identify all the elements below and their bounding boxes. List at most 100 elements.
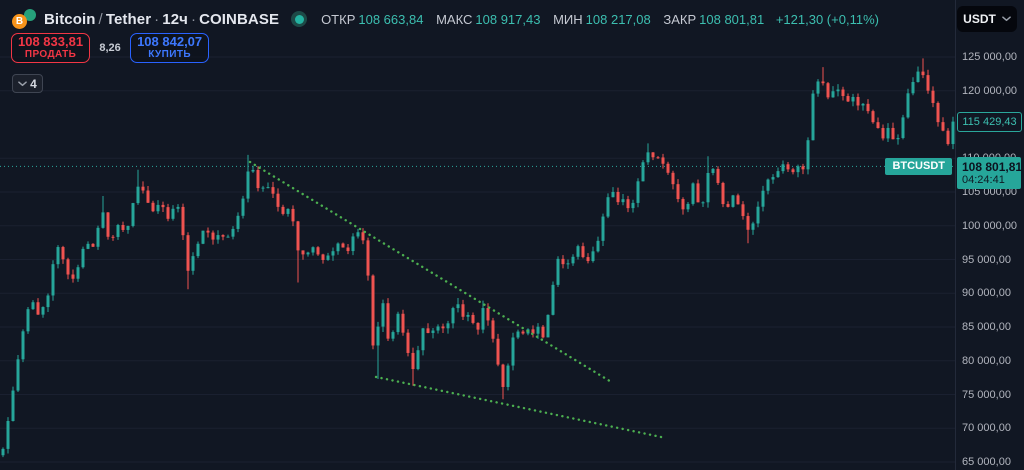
candle-body [136,186,140,204]
chevron-down-icon [18,80,27,86]
candle-body [611,191,615,198]
candle-body [76,267,80,279]
candle-body [821,81,825,84]
candle-body [776,171,780,178]
candle-body [41,307,45,315]
axis-tick-label: 85 000,00 [962,321,1011,333]
candle-body [721,182,725,205]
change-value: +121,30 (+0,11%) [775,11,879,27]
buy-price: 108 842,07 [137,34,203,50]
alert-price-value: 115 429,43 [962,115,1017,128]
dot-separator: · [154,10,160,28]
candle-body [361,232,365,241]
candle-body [301,250,305,255]
candle-body [61,247,65,260]
axis-tick-label: 70 000,00 [962,422,1011,435]
candle-body [261,187,265,189]
candle-body [296,221,300,251]
last-price-label: 108 801,81 04:24:41 [957,157,1023,190]
candle-body [646,152,650,163]
candle-body [371,275,375,346]
candle-body [931,90,935,103]
symbol-title[interactable]: Bitcoin / Tether · 12ч · COINBASE [44,11,279,28]
candle-body [256,169,260,189]
candle-body [826,83,830,98]
candle-body [791,169,795,173]
candle-body [401,313,405,333]
candle-body [211,232,215,240]
candle-body [696,183,700,203]
high-label: МАКС [436,11,473,27]
candle-body [906,93,910,118]
candle-body [1,448,5,456]
candle-body [856,96,860,106]
candle-body [521,331,525,334]
candle-body [271,187,275,194]
sell-price: 108 833,81 [18,34,84,50]
candle-body [481,308,485,330]
candle-body [116,224,120,237]
exchange-name: COINBASE [199,10,280,28]
candle-body [431,330,435,333]
candle-body [796,166,800,173]
last-price-value: 108 801,81 [962,159,1023,174]
buy-button[interactable]: 108 842,07 КУПИТЬ [130,33,210,63]
candle-body [926,75,930,91]
candle-body [101,212,105,228]
legend-collapse-button[interactable]: 4 [12,74,43,93]
candle-body [551,284,555,315]
candle-body [761,190,765,207]
currency-dropdown[interactable]: USDT [957,6,1017,32]
hidden-items-count: 4 [30,76,37,91]
candle-body [331,251,335,256]
open-label: ОТКР [321,11,356,27]
candle-body [51,264,55,296]
candle-body [226,236,230,238]
candle-body [416,350,420,370]
candle-body [396,313,400,333]
candle-body [56,247,60,265]
candle-body [451,308,455,324]
sell-button[interactable]: 108 833,81 ПРОДАТЬ [11,33,91,63]
candle-body [496,338,500,365]
candle-body [621,199,625,203]
candle-body [541,326,545,338]
candle-body [806,140,810,170]
candle-body [441,326,445,329]
candle-body [376,326,380,346]
candle-body [631,202,635,209]
candle-body [936,102,940,123]
trendline-drawing-1[interactable] [248,160,615,385]
candle-body [656,157,660,159]
candle-body [536,326,540,334]
candle-body [681,199,685,210]
candle-body [571,256,575,264]
candle-body [706,172,710,203]
candle-body [386,303,390,339]
candle-body [716,168,720,183]
candle-body [876,122,880,129]
candle-body [206,230,210,233]
axis-tick-label: 125 000,00 [962,51,1018,63]
candle-body [661,157,665,164]
axis-tick-label: 80 000,00 [962,354,1011,367]
candle-body [231,228,235,237]
trendline-drawing-2[interactable] [374,375,668,440]
candle-body [146,190,150,203]
axis-tick-label: 100 000,00 [962,219,1018,232]
candle-body [471,314,475,323]
candle-body [66,259,70,275]
candle-body [861,103,865,106]
candle-body [476,322,480,330]
candle-body [461,304,465,317]
candle-body [281,206,285,214]
grid-lines [0,56,956,463]
candle-body [171,208,175,219]
candle-body [26,309,30,332]
candle-body [781,164,785,172]
candle-body [741,204,745,217]
candle-body [616,191,620,203]
